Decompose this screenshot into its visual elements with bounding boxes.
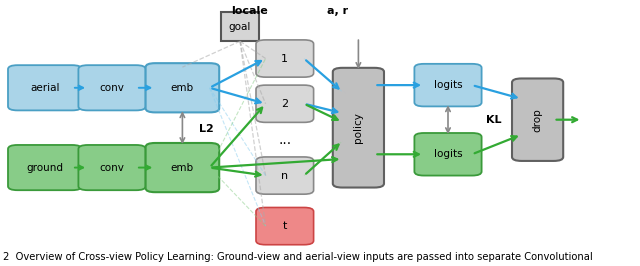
FancyBboxPatch shape [146,63,219,112]
FancyBboxPatch shape [333,68,384,188]
FancyBboxPatch shape [8,65,82,110]
Text: 2: 2 [281,99,289,109]
Text: ...: ... [278,133,291,147]
Text: drop: drop [532,108,543,132]
Text: goal: goal [229,22,251,32]
Text: L2: L2 [198,124,214,134]
Text: n: n [281,171,289,181]
Text: aerial: aerial [30,83,60,93]
Text: a, r: a, r [326,6,348,16]
FancyBboxPatch shape [146,143,219,192]
Text: ground: ground [26,163,63,173]
FancyBboxPatch shape [78,65,146,110]
FancyBboxPatch shape [415,133,481,176]
FancyBboxPatch shape [256,40,314,77]
Text: logits: logits [434,149,462,159]
Text: t: t [283,221,287,231]
FancyBboxPatch shape [415,64,481,106]
FancyBboxPatch shape [8,145,82,190]
Text: 2  Overview of Cross-view Policy Learning: Ground-view and aerial-view inputs ar: 2 Overview of Cross-view Policy Learning… [3,252,593,262]
Text: policy: policy [353,112,364,143]
FancyBboxPatch shape [256,207,314,245]
Text: 1: 1 [282,53,288,64]
FancyBboxPatch shape [512,78,563,161]
Text: logits: logits [434,80,462,90]
Text: KL: KL [486,115,502,125]
FancyBboxPatch shape [256,85,314,122]
Text: emb: emb [171,163,194,173]
Text: emb: emb [171,83,194,93]
Text: locale: locale [231,6,268,16]
FancyBboxPatch shape [78,145,146,190]
FancyBboxPatch shape [256,157,314,194]
Text: conv: conv [100,83,124,93]
FancyBboxPatch shape [221,12,259,41]
Text: conv: conv [100,163,124,173]
